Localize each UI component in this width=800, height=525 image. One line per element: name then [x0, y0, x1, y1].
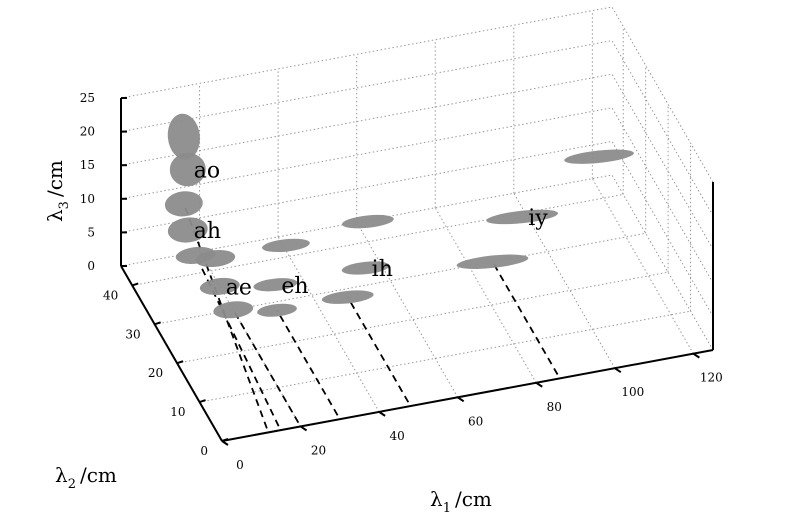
side-wall-grid-line — [611, 6, 714, 183]
back-wall-grid-line — [120, 174, 613, 267]
x-tick-mark — [378, 411, 386, 417]
ellipse-eh — [262, 238, 310, 253]
floor-grid-line — [277, 236, 380, 413]
y-tick-label: 0 — [200, 444, 208, 458]
z-tick-label: 25 — [80, 91, 95, 105]
floor-grid-line — [591, 178, 694, 354]
y-tick-label: 10 — [170, 405, 185, 419]
floor-grid-line — [177, 271, 669, 364]
ellipse-ih — [342, 214, 394, 229]
floor-grid-line — [356, 222, 459, 398]
ellipse-eh — [253, 278, 298, 292]
back-wall-grid-line — [120, 107, 613, 200]
side-wall-grid-line — [611, 40, 714, 216]
floor-grid-line — [132, 193, 624, 286]
floor-grid-line — [154, 232, 646, 325]
grid-layer — [120, 6, 714, 442]
side-wall-grid-line — [611, 174, 714, 351]
y-axis-line — [120, 265, 223, 442]
vowel-label-ae: ae — [226, 275, 252, 300]
z-tick-label: 5 — [87, 225, 95, 239]
ellipse-ao — [164, 191, 203, 217]
back-wall-grid-line — [120, 140, 613, 233]
projection-line-ao — [183, 203, 268, 429]
vowel-label-ao: ao — [194, 159, 220, 184]
x-tick-label: 120 — [700, 371, 723, 385]
y-tick-mark — [154, 321, 161, 326]
floor-grid-line — [513, 192, 616, 369]
x-tick-mark — [614, 367, 622, 374]
ellipse-iy — [456, 254, 529, 269]
y-tick-label: 20 — [148, 366, 163, 380]
side-wall-grid-line — [611, 141, 714, 317]
x-tick-label: 0 — [236, 458, 244, 472]
back-wall-grid-line — [120, 40, 613, 133]
side-wall-grid-line — [611, 73, 714, 250]
vowel-labels-layer: ao ah ae eh ih iy — [194, 159, 548, 301]
ellipse-ae — [199, 277, 240, 295]
y-tick-label: 40 — [103, 288, 118, 302]
ellipse-eh — [257, 303, 297, 317]
vowel-label-eh: eh — [281, 274, 308, 299]
x-tick-mark — [692, 352, 700, 359]
x-tick-mark — [457, 396, 465, 403]
y-axis-label: λ2/cm — [55, 463, 117, 492]
x-axis-label: λ1/cm — [430, 487, 492, 516]
z-axis-label: λ3/cm — [43, 160, 72, 222]
z-tick-label: 10 — [80, 192, 95, 206]
z-tick-label: 15 — [80, 158, 95, 172]
y-tick-mark — [131, 282, 139, 287]
x-tick-label: 60 — [468, 414, 483, 428]
x-tick-label: 20 — [311, 443, 326, 457]
x-tick-label: 100 — [621, 385, 644, 399]
y-tick-mark — [199, 399, 206, 404]
x-tick-mark — [535, 381, 543, 388]
x-axis-line — [221, 349, 714, 442]
ellipse-ao — [167, 113, 200, 160]
ellipse-ao — [169, 152, 206, 187]
ellipse-ah — [175, 246, 216, 264]
z-tick-label: 20 — [80, 125, 95, 139]
ellipse-ae — [213, 301, 254, 319]
x-tick-label: 80 — [547, 400, 562, 414]
x-tick-mark — [300, 425, 308, 432]
back-wall-grid-line — [120, 73, 613, 166]
ellipse-iy — [564, 149, 634, 164]
x-tick-label: 40 — [389, 429, 404, 443]
y-tick-mark — [176, 360, 184, 365]
ellipse-ih — [321, 290, 374, 304]
projection-line-eh — [276, 309, 339, 416]
z-tick-label: 0 — [87, 259, 95, 273]
y-tick-mark — [221, 438, 229, 442]
floor-grid-line — [434, 207, 537, 384]
projection-line-ae — [232, 309, 300, 424]
floor-grid-line — [199, 310, 691, 403]
ellipse-ah — [167, 217, 208, 243]
vowel-label-ih: ih — [372, 257, 393, 282]
back-wall-grid-line — [120, 6, 613, 99]
projection-line-iy — [491, 261, 559, 375]
ellipses-layer — [164, 113, 634, 319]
axes-layer — [120, 98, 714, 442]
side-wall-grid-line — [611, 107, 714, 284]
y-tick-label: 30 — [125, 327, 140, 341]
vowel-label-ah: ah — [194, 219, 221, 244]
ticks-layer: 0 20 40 60 80 100 120 0 10 20 30 40 0 5 10 15 20 25 — [80, 91, 723, 472]
ellipse-iy — [486, 209, 559, 225]
vowel-label-iy: iy — [528, 206, 548, 231]
projection-line-ih — [346, 296, 410, 403]
ellipse-ih — [341, 261, 390, 275]
